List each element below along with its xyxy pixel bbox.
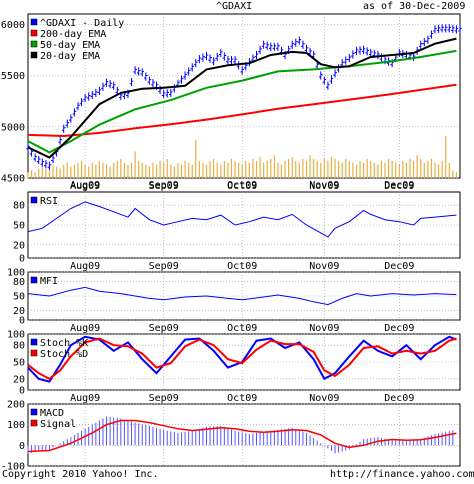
month-label: Sep09 — [149, 393, 179, 404]
panel-rsi: 0 20 50 80 Aug09 Sep09 Oct09 Nov09 Dec09 RSI — [13, 181, 461, 265]
legend-label: 200-day EMA — [40, 29, 106, 40]
price-ytick-label: 6000 — [1, 20, 25, 31]
legend-swatch — [30, 196, 38, 204]
legend-swatch — [30, 51, 38, 59]
chart-symbol: ^GDAXI — [216, 1, 253, 12]
rsi-ytick-label: 0 — [19, 254, 25, 265]
legend-swatch — [30, 419, 38, 427]
panel-macd: -100 0 100 200 Aug09 Sep09 Oct09 Nov09 Dec09 MACD… — [1, 393, 461, 473]
as-of-date: as of 30-Dec-2009 — [363, 1, 466, 12]
stoch-ytick-label: 80 — [13, 341, 25, 352]
month-label: Aug09 — [70, 181, 100, 192]
month-label: Oct09 — [227, 323, 257, 334]
legend-swatch — [30, 408, 38, 416]
legend-label: Stoch %D — [40, 349, 88, 360]
ema-line-3 — [27, 37, 457, 159]
legend-swatch — [30, 338, 38, 346]
month-label: Dec09 — [384, 323, 414, 334]
rsi-ytick-label: 50 — [13, 221, 25, 232]
mfi-ytick-label: 80 — [13, 277, 25, 288]
stoch-ytick-label: 0 — [19, 386, 25, 397]
month-label: Nov09 — [309, 180, 339, 191]
month-label: Sep09 — [149, 323, 179, 334]
month-label: Oct09 — [227, 393, 257, 404]
rsi-line-0 — [27, 201, 457, 238]
month-label: Nov09 — [309, 181, 339, 192]
legend-label: RSI — [40, 196, 58, 207]
legend-swatch — [30, 18, 38, 26]
month-label: Sep09 — [149, 181, 179, 192]
copyright-text: Copyright 2010 Yahoo! Inc. — [2, 469, 159, 480]
price-ytick-label: 4500 — [1, 174, 25, 185]
ema-line-1 — [27, 83, 457, 138]
legend-label: MACD — [40, 408, 64, 419]
mfi-line-0 — [27, 286, 457, 306]
mfi-ytick-label: 100 — [7, 268, 25, 279]
macd-ytick-label: 200 — [7, 400, 25, 411]
month-label: Dec09 — [384, 393, 414, 404]
rsi-ytick-label: 80 — [13, 201, 25, 212]
legend-label: Signal — [40, 419, 76, 430]
stoch-ytick-label: 100 — [7, 330, 25, 341]
stoch-ytick-label: 50 — [13, 358, 25, 369]
signal-line — [27, 419, 457, 453]
mfi-ytick-label: 0 — [19, 316, 25, 327]
stoch-ytick-label: 20 — [13, 374, 25, 385]
legend-label: 50-day EMA — [40, 40, 100, 51]
mfi-legend: MFI — [30, 276, 58, 287]
month-label: Aug09 — [70, 261, 100, 272]
macd-ytick-label: 100 — [7, 420, 25, 431]
price-ytick-label: 5000 — [1, 122, 25, 133]
month-label: Dec09 — [384, 181, 414, 192]
price-frame — [27, 13, 461, 179]
legend-swatch — [30, 276, 38, 284]
price-ytick-label: 5500 — [1, 71, 25, 82]
month-label: Dec09 — [384, 261, 414, 272]
month-label: Nov09 — [309, 323, 339, 334]
legend-label: MFI — [40, 276, 58, 287]
source-url[interactable]: http://finance.yahoo.com/ — [330, 469, 474, 480]
legend-swatch — [30, 349, 38, 357]
legend-label: ^GDAXI - Daily — [40, 18, 124, 29]
legend-label: Stoch %K — [40, 338, 88, 349]
price-ohlc-series — [26, 24, 462, 170]
month-label: Aug09 — [70, 393, 100, 404]
month-label: Nov09 — [309, 261, 339, 272]
volume-bars — [27, 136, 458, 178]
ema-line-2 — [27, 49, 457, 154]
month-label: Oct09 — [227, 181, 257, 192]
macd-frame — [27, 403, 461, 467]
month-label: Oct09 — [227, 261, 257, 272]
month-label: Sep09 — [149, 180, 179, 191]
month-label: Nov09 — [309, 393, 339, 404]
month-label: Sep09 — [149, 261, 179, 272]
month-label: Oct09 — [227, 180, 257, 191]
legend-swatch — [30, 29, 38, 37]
legend-swatch — [30, 40, 38, 48]
month-label: Aug09 — [70, 180, 100, 191]
macd-ytick-label: -100 — [1, 462, 25, 473]
legend-label: 20-day EMA — [40, 51, 100, 62]
month-label: Aug09 — [70, 323, 100, 334]
mfi-ytick-label: 20 — [13, 306, 25, 317]
mfi-ytick-label: 50 — [13, 292, 25, 303]
rsi-legend: RSI — [30, 196, 58, 207]
macd-ytick-label: 0 — [19, 441, 25, 452]
stoch-line-1 — [27, 337, 457, 380]
month-label: Dec09 — [384, 180, 414, 191]
rsi-ytick-label: 20 — [13, 240, 25, 251]
